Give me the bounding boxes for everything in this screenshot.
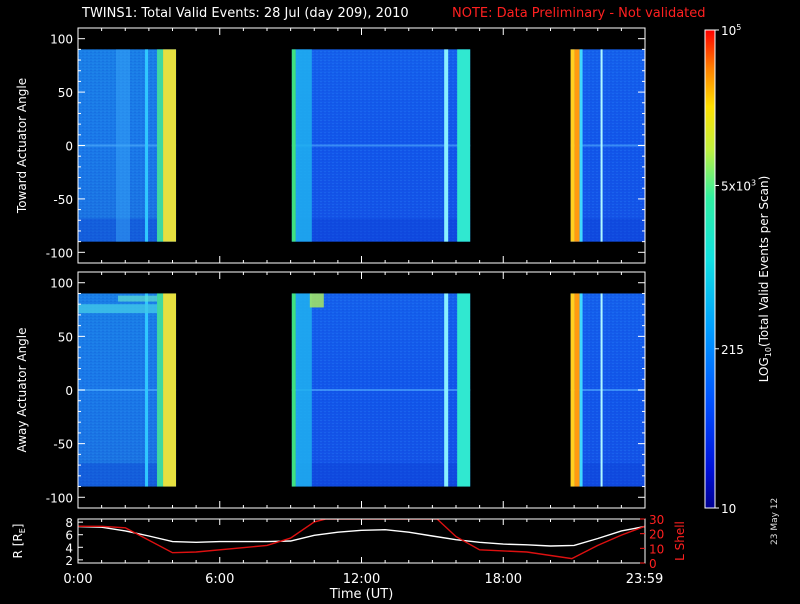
colorbar-tick-base: 10 xyxy=(721,24,736,38)
lshell-ytick-label: 30 xyxy=(649,513,664,527)
toward-segment-lower-band xyxy=(291,218,471,242)
colorbar-label-sub: 10 xyxy=(764,347,773,357)
away-upper-band-top xyxy=(118,295,158,302)
toward-ytick-label: 0 xyxy=(65,140,73,154)
xtick-label: 0:00 xyxy=(63,572,92,587)
preliminary-note: NOTE: Data Preliminary - Not validated xyxy=(452,6,706,21)
colorbar-label-tail: (Total Valid Events per Scan) xyxy=(757,176,771,347)
away-segment xyxy=(78,293,177,487)
away-segment-edge-inner xyxy=(157,293,164,487)
toward-segment-lower-band xyxy=(570,218,645,242)
away-ytick-label: 50 xyxy=(58,330,73,344)
colorbar-tick-base: 10 xyxy=(721,502,736,516)
colorbar-label-main: LOG xyxy=(757,357,771,382)
toward-segment-streak xyxy=(116,49,130,242)
away-segment-start-band xyxy=(295,293,312,487)
away-segment xyxy=(291,293,471,487)
colorbar-tick-base: 215 xyxy=(721,343,744,357)
away-segment-lower-band xyxy=(78,463,177,487)
orbit-ylabel: R [RE] xyxy=(11,524,27,559)
toward-segment xyxy=(78,49,177,242)
orbit-ytick-label: 6 xyxy=(65,529,73,543)
lshell-ytick-label: 0 xyxy=(649,557,657,571)
colorbar-tick-label: 215 xyxy=(721,343,744,357)
xtick-label: 18:00 xyxy=(485,572,522,587)
lshell-label: L Shell xyxy=(673,521,687,561)
away-segment-edge xyxy=(574,293,580,487)
toward-segment-edge xyxy=(574,49,580,242)
toward-zero-line xyxy=(570,144,645,147)
l-shell-line xyxy=(78,519,645,560)
toward-ylabel: Toward Actuator Angle xyxy=(15,78,29,214)
colorbar-label: LOG10(Total Valid Events per Scan) xyxy=(757,176,773,383)
toward-segment-stripe xyxy=(444,49,449,242)
away-zero-line xyxy=(570,389,645,391)
colorbar-tick-base: 5x10 xyxy=(721,179,751,193)
away-segment-edge xyxy=(163,293,177,487)
away-segment-stripe xyxy=(579,293,583,487)
away-hot-spot xyxy=(309,293,324,308)
colorbar-tick-exp: 3 xyxy=(751,178,756,187)
toward-segment xyxy=(570,49,645,242)
colorbar xyxy=(704,29,716,509)
away-ytick-label: -100 xyxy=(46,491,73,505)
away-segment-stripe xyxy=(444,293,449,487)
lshell-ytick-label: 10 xyxy=(649,542,664,556)
xtick-label: 23:59 xyxy=(626,572,663,587)
away-ylabel: Away Actuator Angle xyxy=(15,327,29,452)
toward-segment xyxy=(291,49,471,242)
toward-segment-start-band xyxy=(295,49,312,242)
toward-zero-line xyxy=(291,144,471,147)
lshell-ytick-label: 20 xyxy=(649,528,664,542)
colorbar-tick-label: 105 xyxy=(721,23,741,38)
toward-segment-stripe xyxy=(579,49,583,242)
away-ytick-label: -50 xyxy=(53,438,73,452)
away-ytick-label: 0 xyxy=(65,384,73,398)
away-segment-edge xyxy=(457,293,471,487)
toward-segment-stripe-2 xyxy=(600,49,603,242)
xtick-label: 12:00 xyxy=(343,572,380,587)
toward-segment-start-edge xyxy=(291,49,296,242)
r-distance-line xyxy=(78,525,645,547)
colorbar-tick-exp: 5 xyxy=(736,23,741,32)
toward-ytick-label: -100 xyxy=(46,246,73,260)
away-zero-line xyxy=(291,389,471,391)
away-segment-stripe-2 xyxy=(600,293,603,487)
toward-segment-start-edge xyxy=(570,49,575,242)
toward-ytick-label: 100 xyxy=(50,33,73,47)
away-zero-line xyxy=(78,389,177,391)
page-title: TWINS1: Total Valid Events: 28 Jul (day … xyxy=(82,6,409,21)
away-upper-band xyxy=(78,304,158,314)
xtick-label: 6:00 xyxy=(205,572,234,587)
orbit-ylabel-close: ] xyxy=(11,524,25,529)
away-segment-stripe xyxy=(145,293,149,487)
colorbar-tick-label: 10 xyxy=(721,502,736,516)
toward-ytick-label: -50 xyxy=(53,193,73,207)
orbit-ytick-label: 8 xyxy=(65,516,73,530)
away-ytick-label: 100 xyxy=(50,277,73,291)
toward-segment-edge xyxy=(163,49,177,242)
x-axis-label: Time (UT) xyxy=(329,587,394,600)
away-segment-lower-band xyxy=(291,463,471,487)
away-segment xyxy=(570,293,645,487)
away-segment-start-edge xyxy=(570,293,575,487)
toward-segment-stripe xyxy=(145,49,149,242)
toward-zero-line xyxy=(78,144,177,147)
orbit-ytick-label: 4 xyxy=(65,541,73,555)
toward-segment-lower-band xyxy=(78,218,177,242)
away-segment-lower-band xyxy=(570,463,645,487)
toward-ytick-label: 50 xyxy=(58,86,73,100)
toward-segment-edge xyxy=(457,49,471,242)
orbit-ylabel-main: R [R xyxy=(11,533,25,558)
orbit-ytick-label: 2 xyxy=(65,554,73,568)
colorbar-tick-label: 5x103 xyxy=(721,178,756,193)
toward-segment-edge-inner xyxy=(157,49,164,242)
away-segment-start-edge xyxy=(291,293,296,487)
date-stamp: 23 May 12 xyxy=(770,497,780,545)
orbit-ylabel-sub: E xyxy=(18,528,27,533)
